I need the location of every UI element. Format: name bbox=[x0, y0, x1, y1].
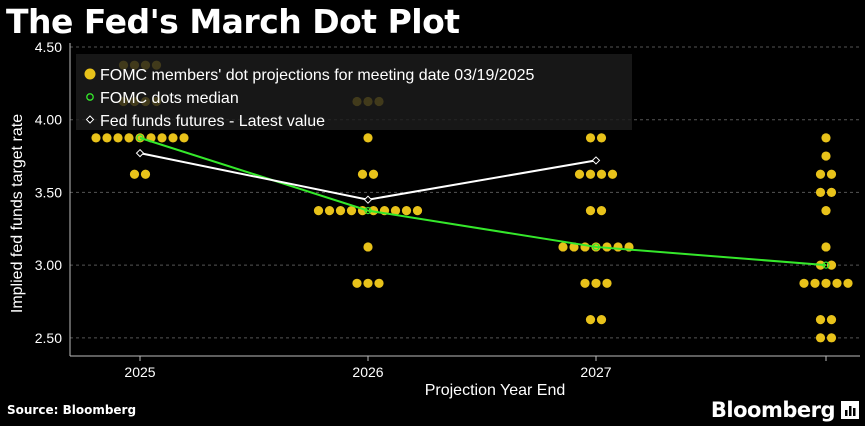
fomc-dot bbox=[585, 315, 596, 325]
fomc-dot bbox=[591, 278, 601, 288]
y-tick-label: 4.00 bbox=[35, 112, 62, 128]
y-tick-label: 3.50 bbox=[35, 184, 62, 200]
fomc-dot bbox=[401, 205, 412, 216]
bar-chart-icon bbox=[841, 401, 859, 419]
brand-logo: Bloomberg bbox=[711, 398, 859, 422]
fomc-dot bbox=[179, 133, 189, 143]
fomc-dot bbox=[585, 169, 596, 179]
x-axis-title: Projection Year End bbox=[425, 382, 566, 399]
fomc-dot bbox=[826, 187, 837, 198]
legend-marker-median bbox=[86, 93, 94, 101]
fomc-dot bbox=[826, 169, 837, 179]
fomc-dot bbox=[815, 315, 826, 325]
fomc-dot bbox=[346, 205, 357, 216]
legend-label: FOMC members' dot projections for meetin… bbox=[100, 67, 534, 84]
fomc-dot bbox=[363, 278, 373, 288]
fomc-dot bbox=[613, 242, 623, 252]
fomc-dot bbox=[596, 205, 607, 216]
fomc-dot bbox=[412, 205, 423, 216]
fomc-dot bbox=[596, 315, 607, 325]
legend-label: FOMC dots median bbox=[100, 90, 239, 107]
futures-point bbox=[363, 195, 373, 204]
fomc-dot bbox=[335, 205, 346, 216]
median-point bbox=[822, 261, 830, 269]
fomc-dot bbox=[810, 278, 820, 288]
x-tick-label: 2027 bbox=[580, 364, 611, 380]
fomc-dot bbox=[91, 133, 101, 143]
fomc-dot bbox=[821, 205, 831, 216]
x-tick-label: 2026 bbox=[352, 364, 383, 380]
page-title: The Fed's March Dot Plot bbox=[6, 2, 460, 41]
fomc-dot bbox=[129, 169, 140, 179]
fomc-dot bbox=[596, 133, 607, 143]
fomc-dot bbox=[324, 205, 335, 216]
fomc-dot bbox=[826, 260, 837, 270]
fomc-dot bbox=[574, 169, 585, 179]
fomc-dot bbox=[821, 242, 831, 252]
fomc-dot bbox=[843, 278, 853, 288]
fomc-dot bbox=[580, 278, 590, 288]
fomc-dot bbox=[313, 205, 324, 216]
x-tick-label: 2025 bbox=[124, 364, 155, 380]
fomc-dot bbox=[157, 133, 167, 143]
fomc-dot bbox=[113, 133, 123, 143]
legend-label: Fed funds futures - Latest value bbox=[100, 113, 325, 130]
legend-marker-dots bbox=[84, 68, 96, 80]
fomc-dot bbox=[357, 169, 368, 179]
fomc-dot bbox=[832, 278, 842, 288]
fomc-dot bbox=[815, 169, 826, 179]
fomc-dot bbox=[826, 333, 837, 343]
source-note: Source: Bloomberg bbox=[7, 403, 137, 417]
fomc-dot bbox=[596, 169, 607, 179]
futures-point bbox=[591, 156, 601, 165]
brand-name: Bloomberg bbox=[710, 398, 836, 422]
legend-marker-futures bbox=[85, 115, 95, 124]
fomc-dot bbox=[352, 278, 362, 288]
fomc-dot bbox=[821, 133, 831, 143]
futures-point bbox=[135, 148, 145, 158]
median-line bbox=[139, 136, 827, 267]
fomc-dot bbox=[374, 278, 384, 288]
y-tick-label: 4.50 bbox=[35, 39, 62, 55]
median-point bbox=[136, 134, 144, 142]
y-tick-label: 3.00 bbox=[35, 257, 62, 273]
fomc-dot bbox=[390, 205, 401, 216]
fomc-dot bbox=[826, 315, 837, 325]
fomc-dot bbox=[585, 205, 596, 216]
fomc-dot bbox=[799, 278, 809, 288]
y-axis-title: Implied fed funds target rate bbox=[9, 114, 26, 313]
fomc-dot bbox=[140, 169, 151, 179]
fomc-dot bbox=[602, 278, 612, 288]
fomc-dot bbox=[607, 169, 618, 179]
fomc-dot bbox=[821, 278, 831, 288]
y-tick-label: 2.50 bbox=[35, 330, 62, 346]
median-point bbox=[364, 206, 372, 215]
fomc-dot bbox=[363, 242, 373, 252]
fomc-dot bbox=[368, 169, 379, 179]
fomc-dot bbox=[815, 333, 826, 343]
fomc-dot bbox=[815, 187, 826, 198]
legend-box bbox=[76, 54, 632, 130]
fomc-dot bbox=[363, 133, 373, 143]
fomc-dot bbox=[558, 242, 568, 252]
fomc-dot bbox=[124, 133, 134, 143]
fomc-dot bbox=[168, 133, 178, 143]
median-point bbox=[592, 243, 600, 251]
fomc-dot bbox=[102, 133, 112, 143]
fomc-dot bbox=[821, 151, 831, 161]
fomc-dot bbox=[585, 133, 596, 143]
